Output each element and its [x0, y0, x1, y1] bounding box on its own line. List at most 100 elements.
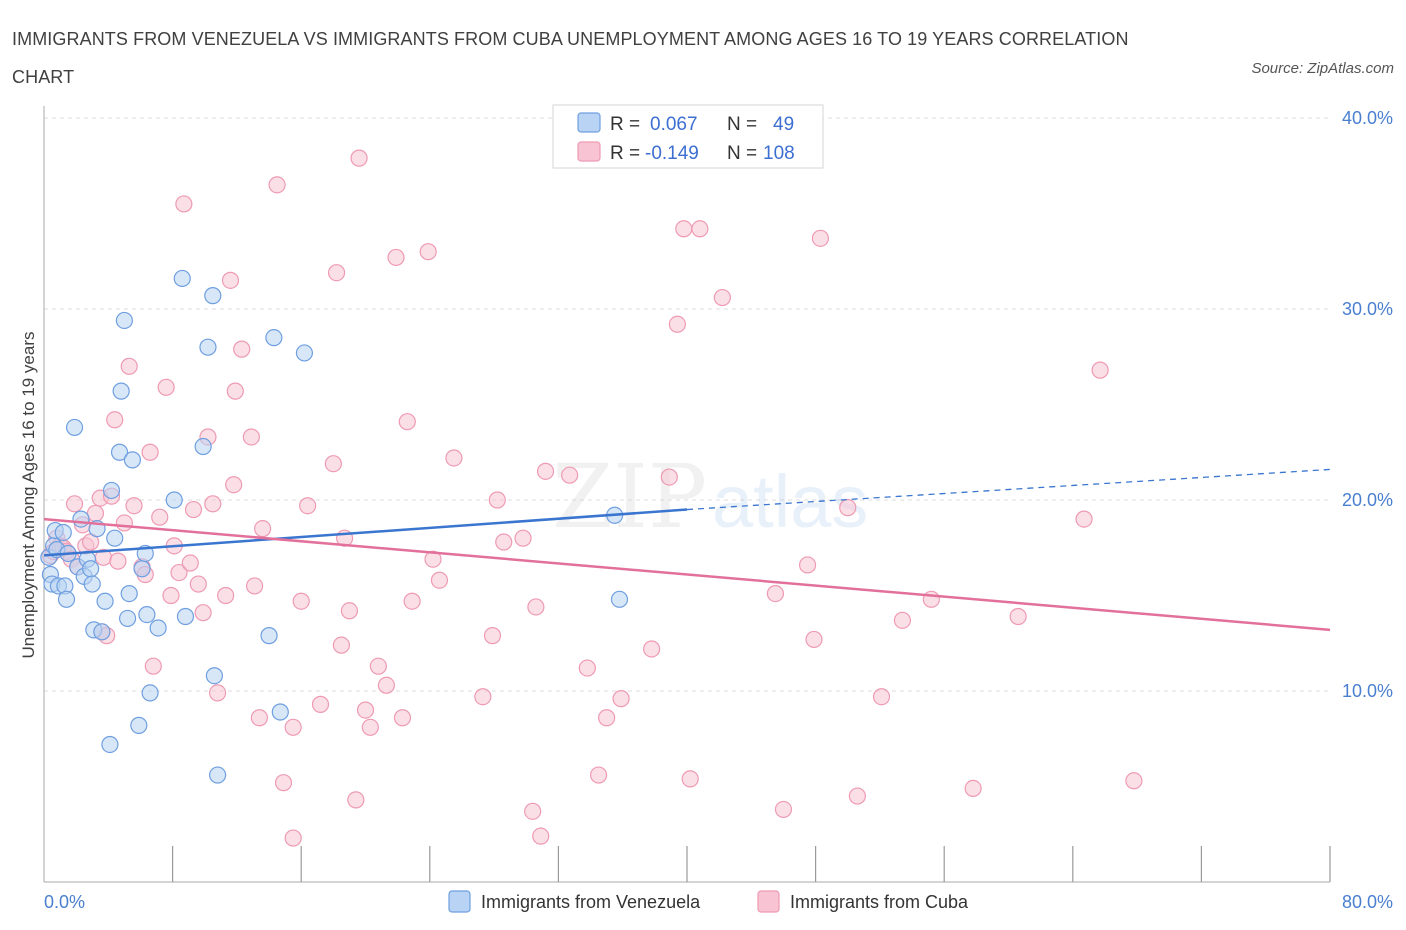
- cuba-point-40: [217, 586, 235, 605]
- cuba-point-92: [675, 220, 693, 238]
- cuba-point-19: [109, 552, 127, 570]
- y-tick-label-1: 20.0%: [1342, 490, 1393, 510]
- cuba-point-67: [387, 248, 405, 267]
- cuba-point-29: [162, 586, 180, 605]
- x-tick-label-1: 80.0%: [1342, 892, 1393, 912]
- series-venezuela: [40, 269, 629, 784]
- cuba-point-42: [225, 476, 243, 494]
- cuba-point-28: [157, 378, 175, 396]
- venezuela-point-23: [102, 481, 121, 500]
- cuba-point-46: [245, 577, 264, 595]
- cuba-point-39: [209, 684, 227, 702]
- cuba-point-51: [284, 829, 302, 847]
- venezuela-point-46: [265, 329, 283, 347]
- venezuela-point-27: [115, 311, 133, 330]
- venezuela-point-35: [141, 684, 159, 702]
- cuba-point-74: [445, 449, 463, 467]
- cuba-point-87: [598, 709, 616, 727]
- cuba-point-65: [369, 657, 387, 675]
- cuba-point-83: [536, 462, 555, 480]
- y-tick-labels: 10.0% 20.0% 30.0% 40.0%: [1342, 108, 1393, 701]
- cuba-point-66: [377, 676, 395, 694]
- cuba-point-35: [189, 575, 207, 593]
- bottom-legend-swatch-cuba: [757, 890, 780, 913]
- venezuela-point-20: [93, 623, 111, 641]
- venezuela-point-25: [110, 443, 129, 461]
- cuba-point-54: [299, 497, 317, 515]
- cuba-point-110: [1125, 772, 1143, 790]
- venezuela-point-21: [96, 592, 114, 610]
- cuba-point-105: [922, 590, 940, 608]
- cuba-point-55: [311, 695, 330, 713]
- venezuela-point-47: [271, 703, 289, 721]
- trendline-venezuela-extension: [686, 468, 1331, 511]
- cuba-point-50: [274, 774, 293, 792]
- cuba-point-34: [184, 500, 203, 519]
- cuba-point-90: [660, 468, 678, 486]
- cuba-point-26: [144, 657, 162, 675]
- cuba-point-79: [514, 529, 532, 547]
- cuba-point-36: [194, 604, 212, 622]
- venezuela-point-13: [72, 510, 90, 528]
- cuba-point-102: [848, 787, 866, 805]
- legend-swatch-cuba: [577, 141, 601, 162]
- y-tick-label-0: 10.0%: [1342, 681, 1393, 701]
- legend-swatch-venezuela: [577, 112, 601, 133]
- cuba-point-84: [561, 466, 579, 484]
- venezuela-point-16: [82, 560, 100, 578]
- legend-r-value-cuba: -0.149: [645, 143, 699, 164]
- gridlines: [44, 117, 1330, 692]
- venezuela-point-39: [176, 607, 195, 626]
- axes: [43, 106, 1331, 883]
- cuba-point-38: [204, 495, 222, 513]
- trendlines: [43, 468, 1331, 632]
- cuba-point-77: [488, 491, 506, 509]
- cuba-point-103: [872, 688, 891, 706]
- chart-title: IMMIGRANTS FROM VENEZUELA VS IMMIGRANTS …: [12, 29, 1129, 87]
- venezuela-point-28: [118, 609, 137, 628]
- watermark: ZIP atlas: [552, 445, 868, 548]
- cuba-point-21: [120, 357, 138, 375]
- cuba-point-70: [403, 592, 421, 610]
- cuba-point-69: [398, 413, 416, 431]
- cuba-point-18: [106, 411, 124, 429]
- cuba-point-109: [1091, 361, 1109, 379]
- y-axis-label: Unemployment Among Ages 16 to 19 years: [19, 332, 38, 659]
- cuba-point-43: [226, 382, 244, 400]
- venezuela-point-24: [106, 529, 124, 547]
- x-tick-labels: 0.0% 80.0%: [44, 892, 1393, 912]
- venezuela-point-17: [83, 575, 101, 593]
- trendline-venezuela: [43, 508, 688, 557]
- legend-r-value-venezuela: 0.067: [650, 114, 698, 135]
- cuba-point-80: [524, 802, 542, 820]
- venezuela-point-48: [295, 344, 314, 362]
- venezuela-point-9: [57, 590, 76, 608]
- venezuela-point-38: [173, 269, 191, 288]
- venezuela-point-42: [204, 287, 222, 305]
- venezuela-point-41: [199, 338, 217, 356]
- legend-n-value-venezuela: 49: [773, 114, 794, 135]
- cuba-point-81: [527, 598, 545, 616]
- venezuela-point-26: [112, 382, 130, 400]
- cuba-point-98: [798, 556, 817, 574]
- cuba-point-60: [340, 602, 359, 620]
- venezuela-point-11: [65, 418, 84, 437]
- watermark-zip: ZIP: [552, 445, 707, 548]
- cuba-point-72: [424, 550, 442, 568]
- cuba-point-108: [1075, 510, 1093, 528]
- cuba-point-73: [430, 571, 449, 589]
- cuba-point-82: [532, 827, 550, 845]
- cuba-point-88: [612, 690, 630, 708]
- cuba-point-49: [268, 176, 286, 194]
- venezuela-point-43: [205, 667, 223, 685]
- venezuela-point-22: [101, 735, 119, 754]
- legend-n-label-cuba: N =: [727, 143, 757, 164]
- cuba-point-47: [250, 709, 269, 727]
- bottom-legend-label-cuba: Immigrants from Cuba: [790, 892, 969, 912]
- bottom-legend-label-venezuela: Immigrants from Venezuela: [481, 892, 701, 912]
- legend-n-value-cuba: 108: [763, 143, 795, 164]
- y-tick-label-3: 40.0%: [1342, 108, 1393, 128]
- cuba-point-99: [805, 630, 823, 649]
- stats-legend: R = 0.067 N = 49 R = -0.149 N = 108: [552, 104, 824, 169]
